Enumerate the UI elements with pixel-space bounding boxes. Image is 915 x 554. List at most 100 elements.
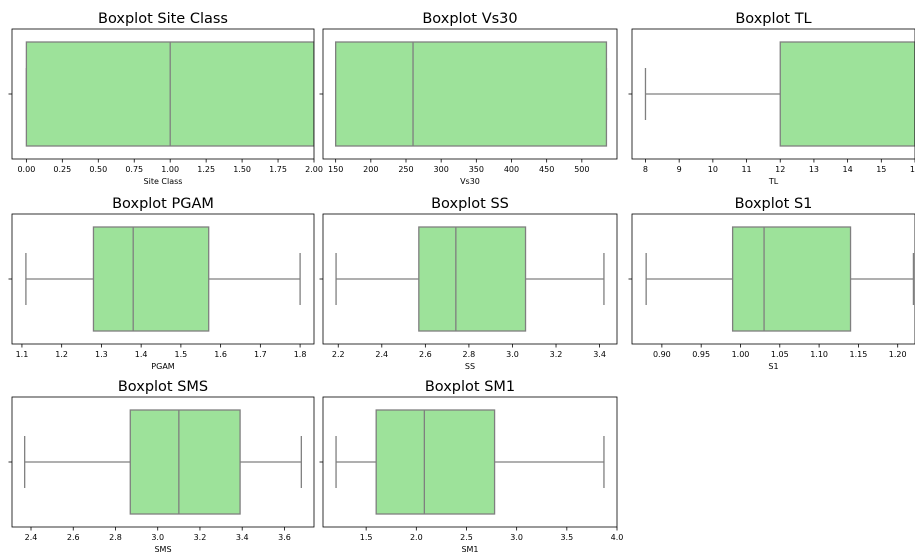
x-tick-label: 2.5 [460, 533, 473, 542]
x-tick-label: 2.4 [375, 350, 388, 359]
x-tick-label: 1.05 [771, 350, 789, 359]
x-tick-label: 8 [643, 165, 648, 174]
boxplot-panel: 1.1 1.2 1.3 1.4 1.5 1.6 1.7 1.8 PGAM Boxplot PGAM [8, 196, 315, 371]
boxplot-panel: 0.00 0.25 0.50 0.75 1.00 1.25 1.50 1.75 2.00 Site… [8, 11, 323, 186]
x-tick-label: 0.50 [89, 165, 107, 174]
x-axis-label: Vs30 [460, 177, 480, 186]
x-tick-label: 16 [910, 165, 915, 174]
plot-area [25, 226, 301, 332]
x-tick-label: 1.6 [214, 350, 227, 359]
x-tick-label: 2.4 [25, 533, 38, 542]
x-tick-label: 0.95 [692, 350, 710, 359]
x-tick-label: 0.00 [17, 165, 35, 174]
x-tick-label: 3.0 [151, 533, 164, 542]
x-tick-label: 1.8 [294, 350, 307, 359]
x-tick-label: 3.0 [510, 533, 523, 542]
plot-area [335, 226, 605, 332]
x-tick-label: 3.6 [278, 533, 291, 542]
x-tick-label: 1.00 [732, 350, 750, 359]
x-tick-label: 1.15 [849, 350, 867, 359]
x-axis-label: TL [768, 177, 779, 186]
plot-area [645, 226, 915, 332]
x-tick-label: 10 [708, 165, 718, 174]
x-tick-label: 1.2 [55, 350, 68, 359]
x-axis-label: SS [465, 362, 475, 371]
x-tick-label: 0.90 [653, 350, 671, 359]
panel-title: Boxplot Vs30 [422, 11, 517, 27]
boxplot-panel: 150 200 250 300 350 400 450 500 Vs30 Boxplot Vs30 [319, 11, 618, 186]
plot-area [25, 41, 314, 147]
x-tick-label: 4.0 [611, 533, 624, 542]
plot-area [644, 41, 915, 147]
x-tick-label: 0.25 [53, 165, 71, 174]
iqr-box [375, 409, 496, 515]
boxplot-panel: 0.90 0.95 1.00 1.05 1.10 1.15 1.20 S1 Boxplot S1 [628, 196, 915, 371]
x-tick-label: 12 [775, 165, 785, 174]
iqr-box [418, 226, 527, 332]
x-tick-label: 14 [843, 165, 853, 174]
boxplot-panel: 2.4 2.6 2.8 3.0 3.2 3.4 3.6 SMS Boxplot SMS [8, 379, 315, 554]
x-tick-label: 1.4 [135, 350, 148, 359]
x-tick-label: 2.2 [332, 350, 345, 359]
x-tick-label: 1.1 [16, 350, 29, 359]
plot-area [335, 409, 605, 515]
x-tick-label: 1.25 [197, 165, 215, 174]
iqr-box [779, 41, 915, 147]
x-tick-label: 2.6 [67, 533, 80, 542]
panel-title: Boxplot S1 [735, 196, 813, 212]
iqr-box [129, 409, 241, 515]
iqr-box [335, 41, 608, 147]
x-tick-label: 300 [434, 165, 449, 174]
x-tick-label: 1.5 [360, 533, 373, 542]
x-tick-label: 500 [574, 165, 589, 174]
panel-title: Boxplot Site Class [98, 11, 228, 27]
x-tick-label: 1.10 [810, 350, 828, 359]
panel-title: Boxplot SM1 [425, 379, 515, 395]
x-tick-label: 11 [741, 165, 751, 174]
x-tick-label: 9 [677, 165, 682, 174]
x-tick-label: 1.3 [95, 350, 108, 359]
x-tick-label: 1.7 [254, 350, 267, 359]
x-tick-label: 1.5 [175, 350, 188, 359]
x-tick-label: 2.8 [109, 533, 122, 542]
x-tick-label: 200 [363, 165, 378, 174]
x-axis-label: PGAM [151, 362, 174, 371]
x-tick-label: 1.20 [889, 350, 907, 359]
x-tick-label: 2.6 [419, 350, 432, 359]
x-axis-label: S1 [768, 362, 778, 371]
x-tick-label: 13 [809, 165, 819, 174]
x-tick-label: 3.0 [506, 350, 519, 359]
x-tick-label: 3.2 [194, 533, 207, 542]
panel-title: Boxplot SS [431, 196, 509, 212]
panel-title: Boxplot PGAM [112, 196, 214, 212]
panel-title: Boxplot TL [735, 11, 811, 27]
iqr-box [92, 226, 210, 332]
x-tick-label: 3.4 [236, 533, 249, 542]
x-tick-label: 2.00 [305, 165, 323, 174]
boxplot-panel: 1.5 2.0 2.5 3.0 3.5 4.0 SM1 Boxplot SM1 [319, 379, 624, 554]
x-tick-label: 350 [469, 165, 484, 174]
x-tick-label: 3.4 [593, 350, 606, 359]
x-tick-label: 1.50 [233, 165, 251, 174]
panel-title: Boxplot SMS [118, 379, 208, 395]
x-axis-label: SMS [154, 545, 171, 554]
x-tick-label: 1.75 [269, 165, 287, 174]
plot-area [24, 409, 302, 515]
x-tick-label: 0.75 [125, 165, 143, 174]
x-axis-label: Site Class [144, 177, 183, 186]
x-axis-label: SM1 [461, 545, 478, 554]
x-tick-label: 400 [504, 165, 519, 174]
x-tick-label: 3.5 [560, 533, 573, 542]
boxplot-panel: 2.2 2.4 2.6 2.8 3.0 3.2 3.4 SS Boxplot SS [319, 196, 618, 371]
x-tick-label: 3.2 [550, 350, 563, 359]
boxplot-panel: 8 9 10 11 12 13 14 15 16 TL Boxplot TL [628, 11, 915, 186]
x-tick-label: 250 [398, 165, 413, 174]
iqr-box [731, 226, 852, 332]
x-tick-label: 1.00 [161, 165, 179, 174]
plot-area [335, 41, 608, 147]
x-tick-label: 150 [328, 165, 343, 174]
x-tick-label: 2.0 [410, 533, 423, 542]
x-tick-label: 15 [876, 165, 886, 174]
x-tick-label: 2.8 [463, 350, 476, 359]
